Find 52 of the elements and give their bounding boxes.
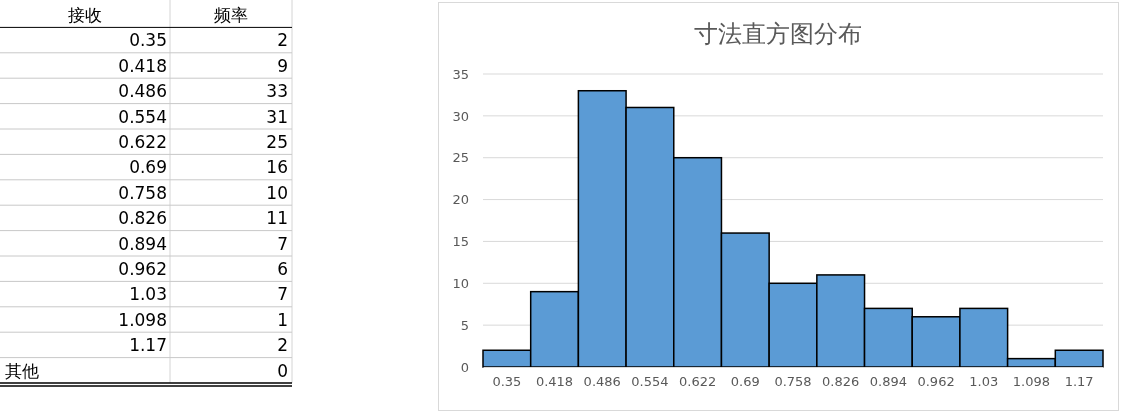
category-label: 0.418 (118, 55, 167, 76)
y-tick-label: 25 (452, 150, 469, 166)
data-label: 7 (277, 233, 288, 254)
x-tick-label: 0.758 (774, 374, 812, 390)
chart-title: 寸法直方图分布 (694, 20, 862, 48)
data-label: 9 (277, 55, 288, 76)
category-label: 其他 (5, 360, 39, 381)
category-label: 0.622 (118, 132, 167, 152)
data-label: 10 (266, 182, 288, 203)
x-tick-label: 0.69 (730, 374, 760, 390)
data-label: 2 (277, 335, 288, 356)
y-tick-label: 0 (460, 359, 469, 375)
category-label: 0.894 (118, 233, 167, 254)
y-tick-label: 5 (460, 317, 469, 333)
y-tick-label: 10 (452, 275, 469, 291)
x-tick-label: 0.622 (679, 374, 717, 390)
category-label: 1.17 (129, 335, 167, 356)
category-label: 0.486 (118, 81, 167, 102)
data-label: 1 (277, 309, 288, 330)
x-tick-label: 0.826 (822, 374, 860, 390)
y-tick-label: 15 (452, 234, 469, 250)
text: 接收 (68, 5, 102, 25)
x-tick-label: 0.554 (631, 374, 669, 390)
x-tick-label: 1.03 (969, 374, 999, 390)
data-label: 16 (266, 157, 288, 178)
x-tick-label: 0.486 (583, 374, 621, 390)
y-tick-label: 35 (452, 66, 469, 82)
y-tick-label: 30 (452, 108, 469, 124)
category-label: 0.554 (118, 106, 167, 127)
category-label: 0.962 (118, 259, 167, 279)
x-tick-label: 1.098 (1012, 374, 1051, 390)
x-tick-label: 1.17 (1064, 374, 1094, 390)
x-tick-label: 0.418 (535, 374, 574, 390)
data-label: 33 (266, 81, 288, 102)
category-label: 0.758 (118, 182, 167, 203)
data-label: 2 (277, 30, 288, 51)
data-label: 7 (277, 284, 288, 305)
x-tick-label: 0.962 (917, 374, 955, 390)
category-label: 0.69 (129, 157, 167, 178)
category-label: 1.03 (129, 284, 167, 305)
data-label: 11 (266, 208, 288, 229)
x-tick-label: 0.35 (492, 374, 522, 390)
x-tick-label: 0.894 (869, 374, 907, 390)
text: 频率 (214, 5, 248, 25)
category-label: 0.826 (118, 208, 167, 229)
category-label: 1.098 (118, 309, 167, 330)
data-label: 31 (266, 106, 288, 127)
data-label: 6 (277, 259, 288, 279)
y-tick-label: 20 (452, 192, 469, 208)
data-label: 0 (277, 360, 288, 381)
category-label: 0.35 (129, 30, 167, 51)
data-label: 25 (266, 132, 288, 152)
